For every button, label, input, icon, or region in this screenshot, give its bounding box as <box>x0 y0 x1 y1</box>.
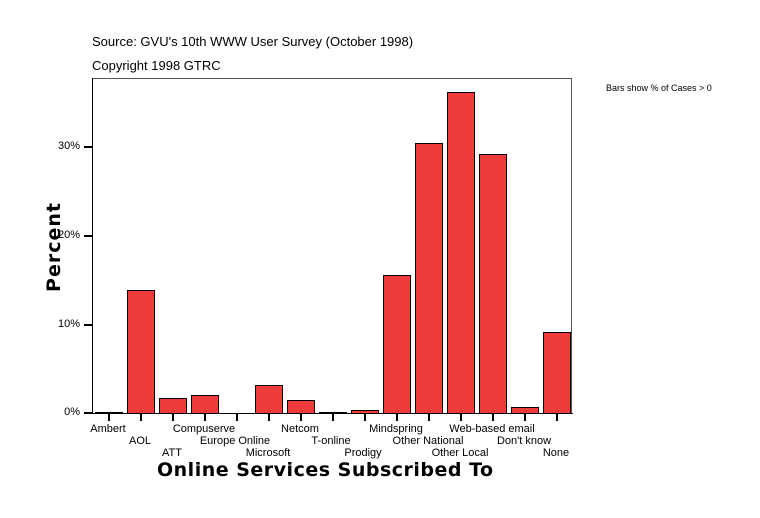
x-tick <box>556 414 558 421</box>
bar-mindspring <box>383 275 411 414</box>
x-tick-label: Mindspring <box>369 423 423 435</box>
x-tick-label: Web-based email <box>449 423 535 435</box>
x-tick <box>428 414 430 421</box>
x-tick <box>236 414 238 421</box>
x-tick-label: Other Local <box>431 447 489 459</box>
y-tick <box>84 324 92 326</box>
bar-other-national <box>415 143 443 414</box>
chart-copyright: Copyright 1998 GTRC <box>92 58 221 73</box>
y-tick-label: 30% <box>57 140 80 152</box>
x-tick <box>524 414 526 421</box>
x-tick <box>172 414 174 421</box>
x-tick-label: Don't know <box>496 435 552 447</box>
x-tick-label: AOL <box>128 435 152 447</box>
bar-web-based-email <box>479 154 507 414</box>
y-axis <box>92 78 93 414</box>
x-axis-title: Online Services Subscribed To <box>157 459 494 481</box>
y-tick <box>84 146 92 148</box>
y-tick-label: 10% <box>57 318 80 330</box>
bar-prodigy <box>351 410 379 414</box>
x-tick-label: Europe Online <box>199 435 271 447</box>
chart-source: Source: GVU's 10th WWW User Survey (Octo… <box>92 34 414 49</box>
x-tick <box>268 414 270 421</box>
x-tick <box>460 414 462 421</box>
bar-other-local <box>447 92 475 414</box>
chart-annotation: Bars show % of Cases > 0 <box>606 83 712 93</box>
x-tick <box>204 414 206 421</box>
bar-netcom <box>287 400 315 414</box>
y-tick-label: 0% <box>64 406 80 418</box>
bar-att <box>159 398 187 414</box>
x-tick <box>140 414 142 421</box>
x-tick <box>300 414 302 421</box>
x-tick <box>492 414 494 421</box>
x-tick-label: Netcom <box>281 423 319 435</box>
x-tick <box>364 414 366 421</box>
x-tick-label: None <box>542 447 570 459</box>
x-tick-label: Compuserve <box>172 423 236 435</box>
x-tick-label: Other National <box>392 435 464 447</box>
x-tick-label: ATT <box>162 447 182 459</box>
x-tick <box>108 414 110 421</box>
x-tick-label: Prodigy <box>344 447 382 459</box>
y-tick <box>84 235 92 237</box>
x-tick-label: Ambert <box>90 423 126 435</box>
bar-microsoft <box>255 385 283 414</box>
y-axis-title: Percent <box>43 202 65 292</box>
bar-ambert <box>95 412 123 414</box>
x-tick <box>332 414 334 421</box>
x-tick-label: Microsoft <box>245 447 291 459</box>
bar-compuserve <box>191 395 219 414</box>
bar-aol <box>127 290 155 414</box>
x-tick <box>396 414 398 421</box>
y-tick-label: 20% <box>57 229 80 241</box>
bar-none <box>543 332 571 414</box>
bar-t-online <box>319 412 347 414</box>
y-tick <box>84 412 92 414</box>
bar-don-t-know <box>511 407 539 414</box>
x-tick-label: T-online <box>311 435 351 447</box>
